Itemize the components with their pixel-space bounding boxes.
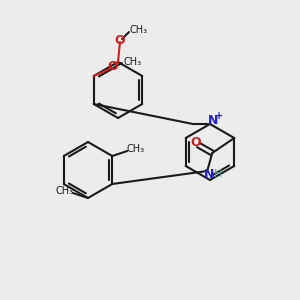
Text: CH₃: CH₃ [130, 25, 148, 35]
Text: O: O [115, 34, 125, 46]
Text: N: N [204, 167, 214, 181]
Text: N: N [208, 115, 218, 128]
Text: CH₃: CH₃ [124, 57, 142, 67]
Text: O: O [107, 59, 118, 73]
Text: CH₃: CH₃ [126, 144, 144, 154]
Text: CH₃: CH₃ [56, 186, 74, 196]
Text: +: + [215, 111, 223, 121]
Text: H: H [214, 169, 222, 179]
Text: O: O [190, 136, 201, 149]
